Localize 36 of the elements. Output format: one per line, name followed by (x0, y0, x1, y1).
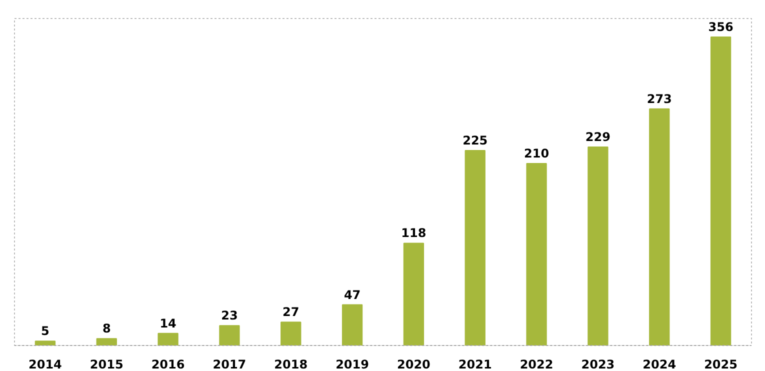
data-label: 210 (524, 146, 550, 161)
data-label: 118 (401, 226, 426, 240)
x-tick-label: 2024 (642, 358, 676, 371)
data-label: 27 (282, 305, 300, 320)
data-label: 225 (462, 134, 488, 148)
data-label: 229 (585, 130, 610, 144)
bar (280, 322, 302, 346)
bar (464, 150, 486, 346)
bar (710, 36, 732, 346)
bar (403, 242, 424, 346)
x-tick-label: 2022 (520, 358, 554, 371)
data-label: 356 (708, 20, 734, 34)
x-tick-label: 2023 (581, 358, 615, 371)
x-tick-label: 2014 (28, 358, 62, 371)
x-tick-label: 2017 (212, 358, 246, 371)
x-tick-label: 2015 (90, 358, 124, 371)
bar (526, 163, 547, 346)
x-tick-label: 2020 (397, 358, 430, 371)
x-tick-label: 2018 (274, 358, 308, 371)
bar (342, 304, 363, 346)
bar (649, 108, 670, 346)
data-label: 14 (160, 316, 176, 330)
data-label: 273 (646, 92, 672, 106)
data-label: 8 (102, 322, 111, 336)
x-tick-label: 2025 (704, 358, 738, 371)
bar (158, 332, 178, 346)
bar (96, 338, 117, 346)
x-tick-label: 2021 (458, 358, 492, 371)
data-label: 23 (221, 308, 238, 323)
x-tick-label: 2016 (151, 358, 185, 371)
data-label: 47 (344, 288, 361, 302)
x-tick-label: 2019 (336, 358, 369, 371)
bar (588, 146, 608, 346)
data-label: 5 (41, 324, 50, 338)
bar (34, 340, 56, 346)
bar (219, 325, 240, 346)
